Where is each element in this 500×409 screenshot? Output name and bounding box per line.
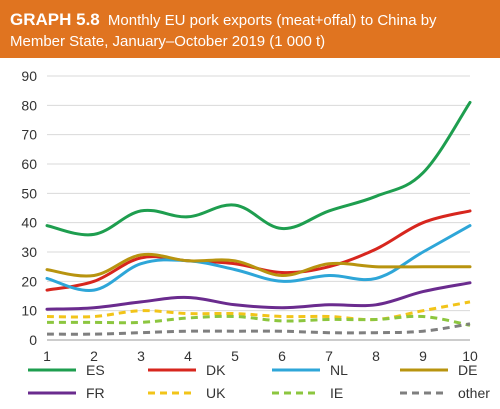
chart-title: Monthly EU pork exports (meat+offal) to …: [10, 12, 437, 50]
y-tick-label: 50: [21, 185, 37, 201]
x-tick-label: 9: [419, 348, 427, 364]
series-line-fr: [45, 281, 472, 311]
graph-number: GRAPH 5.8: [10, 10, 100, 29]
y-tick-label: 30: [21, 244, 37, 260]
legend-label-ie: IE: [330, 385, 343, 401]
line-chart: 0 10 20 30 40 50 60 70 80 90 1 2 3 4 5 6 7 8 9 10 ES DK NL DE FR…: [21, 68, 490, 401]
x-tick-label: 7: [325, 348, 333, 364]
legend-label-other: other: [458, 385, 490, 401]
x-tick-label: 10: [462, 348, 478, 364]
x-tick-label: 8: [372, 348, 380, 364]
y-tick-label: 20: [21, 273, 37, 289]
x-tick-label: 1: [43, 348, 51, 364]
series-line-nl: [45, 224, 472, 292]
y-tick-label: 10: [21, 303, 37, 319]
x-tick-label: 4: [184, 348, 192, 364]
series-line-uk: [46, 300, 471, 322]
chart-header: GRAPH 5.8 Monthly EU pork exports (meat+…: [0, 0, 500, 58]
y-tick-label: 60: [21, 156, 37, 172]
series-line-other: [46, 322, 471, 336]
legend-label-de: DE: [458, 362, 477, 378]
y-tick-label: 70: [21, 127, 37, 143]
y-tick-label: 80: [21, 97, 37, 113]
legend-label-fr: FR: [86, 385, 105, 401]
x-tick-label: 3: [137, 348, 145, 364]
series-line-de: [45, 252, 472, 278]
x-tick-label: 6: [278, 348, 286, 364]
legend-label-es: ES: [86, 362, 105, 378]
legend-label-dk: DK: [206, 362, 226, 378]
y-tick-label: 0: [29, 332, 37, 348]
y-tick-label: 90: [21, 68, 37, 84]
chart-area: 0 10 20 30 40 50 60 70 80 90 1 2 3 4 5 6 7 8 9 10 ES DK NL DE FR…: [0, 58, 500, 409]
x-tick-label: 5: [231, 348, 239, 364]
series-line-ie: [47, 314, 471, 327]
legend-label-nl: NL: [330, 362, 348, 378]
x-tick-label: 2: [90, 348, 98, 364]
series-line-es: [45, 100, 472, 237]
y-tick-label: 40: [21, 215, 37, 231]
legend-label-uk: UK: [206, 385, 226, 401]
